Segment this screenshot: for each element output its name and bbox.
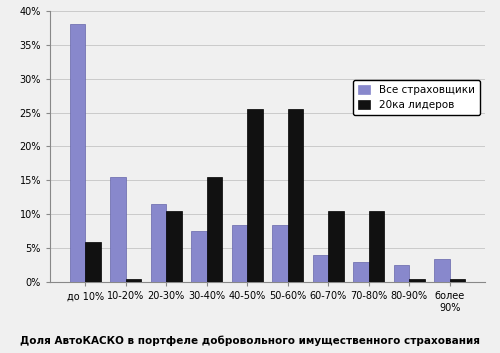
- Bar: [272, 225, 288, 282]
- Bar: [151, 204, 166, 282]
- Bar: [192, 232, 206, 282]
- Bar: [232, 225, 247, 282]
- Bar: [434, 259, 450, 282]
- Text: Доля АвтоКАСКО в портфеле добровольного имущественного страхования: Доля АвтоКАСКО в портфеле добровольного …: [20, 335, 480, 346]
- Bar: [394, 265, 409, 282]
- Bar: [166, 211, 182, 282]
- Bar: [313, 255, 328, 282]
- Bar: [247, 109, 262, 282]
- Bar: [410, 279, 424, 282]
- Bar: [85, 242, 100, 282]
- Bar: [126, 279, 141, 282]
- Bar: [450, 279, 465, 282]
- Bar: [206, 177, 222, 282]
- Bar: [110, 177, 126, 282]
- Legend: Все страховщики, 20ка лидеров: Все страховщики, 20ка лидеров: [352, 80, 480, 115]
- Bar: [288, 109, 303, 282]
- Bar: [70, 24, 85, 282]
- Bar: [354, 262, 369, 282]
- Bar: [369, 211, 384, 282]
- Bar: [328, 211, 344, 282]
